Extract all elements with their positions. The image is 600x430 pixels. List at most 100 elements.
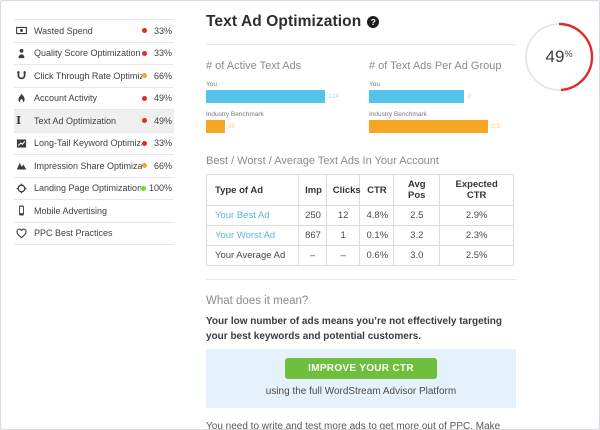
sidebar-item-impression-share-optimization[interactable]: Impression Share Optimization 66% <box>14 155 174 178</box>
ad-type-cell: Your Average Ad <box>205 245 300 266</box>
sidebar-item-long-tail-keyword-optimization[interactable]: Long-Tail Keyword Optimization 33% <box>14 133 174 155</box>
chart-bars: You 2 Industry Benchmark 2.5 <box>369 81 516 133</box>
table-header-cell: Avg Pos <box>393 174 441 206</box>
bar-category-label: Industry Benchmark <box>369 111 427 118</box>
table-cell: 2.9% <box>439 205 514 226</box>
title-divider <box>206 44 516 45</box>
text-icon: I <box>16 114 22 128</box>
sidebar-item-ppc-best-practices[interactable]: PPC Best Practices <box>14 223 174 245</box>
table-header-cell: Imp <box>298 174 327 206</box>
gauge-arc <box>524 22 594 92</box>
sidebar-item-label: Impression Share Optimization <box>34 160 142 171</box>
keyword-chart-icon <box>16 137 30 149</box>
table-cell: 3.2 <box>393 225 441 246</box>
sidebar-item-score: 33% <box>153 25 172 36</box>
bar-category-label: You <box>369 81 380 88</box>
table-cell: – <box>298 245 327 266</box>
sidebar-item-label: Mobile Advertising <box>34 205 108 216</box>
status-dot <box>142 50 147 56</box>
mountain-icon <box>16 160 30 172</box>
sidebar-item-label: Landing Page Optimization <box>34 183 141 194</box>
sidebar: Wasted Spend 33% Quality Score Optimizatio… <box>14 19 174 245</box>
sidebar-item-wasted-spend[interactable]: Wasted Spend 33% <box>14 20 174 43</box>
status-dot <box>142 140 147 146</box>
table-cell: 250 <box>298 205 327 226</box>
ads-comparison-table: Type of Ad Imp Clicks CTR Avg Pos Expected CT… <box>205 174 514 266</box>
chart-active-text-ads: # of Active Text Ads You 124 Industry Benc… <box>206 60 356 141</box>
sidebar-item-mobile-advertising[interactable]: Mobile Advertising <box>14 200 174 223</box>
sidebar-item-account-activity[interactable]: Account Activity 49% <box>14 88 174 110</box>
status-dot <box>142 95 147 101</box>
table-cell: 12 <box>325 205 361 226</box>
sidebar-item-landing-page-optimization[interactable]: Landing Page Optimization 100% <box>14 178 174 200</box>
gauge-ring <box>524 22 594 92</box>
table-header-cell: Type of Ad <box>205 174 300 206</box>
chart-ads-per-ad-group: # of Text Ads Per Ad Group You 2 Industry … <box>369 60 516 141</box>
chart-title: # of Active Text Ads <box>206 60 302 72</box>
status-dot <box>142 28 147 34</box>
sidebar-item-score: 49% <box>153 93 172 104</box>
table-cell: 0.6% <box>359 245 395 266</box>
charts-row: # of Active Text Ads You 124 Industry Benc… <box>206 60 516 141</box>
table-cell: 867 <box>298 225 327 246</box>
bar-you <box>206 90 325 103</box>
sidebar-item-label: Text Ad Optimization <box>34 115 117 126</box>
table-cell: – <box>325 245 361 266</box>
table-cell: 3.0 <box>393 245 441 266</box>
cta-caption: using the full WordStream Advisor Platfo… <box>265 386 457 397</box>
table-cell: 4.8% <box>359 205 395 226</box>
page-title: Text Ad Optimization <box>206 13 362 30</box>
gauge-number: 49 <box>545 47 565 66</box>
sidebar-item-label: Long-Tail Keyword Optimization <box>34 138 142 149</box>
sidebar-item-label: Account Activity <box>34 93 98 104</box>
table-cell: 1 <box>325 225 361 246</box>
table-cell: 2.5% <box>439 245 514 266</box>
bar-row: 2.5 <box>369 120 516 133</box>
flame-icon <box>16 92 30 104</box>
sidebar-item-label: Quality Score Optimization <box>34 48 141 59</box>
explanation-message: Your low number of ads means you’re not … <box>206 316 502 342</box>
sidebar-item-score: 66% <box>153 70 172 81</box>
help-icon[interactable]: ? <box>367 16 380 28</box>
status-dot <box>142 118 147 124</box>
cta-panel: IMPROVE YOUR CTR using the full WordStre… <box>206 349 516 408</box>
table-header-cell: Clicks <box>325 174 361 206</box>
table-row: Your Best Ad 250 12 4.8% 2.5 2.9% <box>205 205 514 226</box>
gauge-percent-sign: % <box>564 48 573 59</box>
sidebar-item-label: Wasted Spend <box>34 25 93 36</box>
sidebar-item-quality-score-optimization[interactable]: Quality Score Optimization 33% <box>14 43 174 65</box>
bar-value-label: 2 <box>467 93 471 100</box>
ad-type-cell[interactable]: Your Best Ad <box>205 205 300 226</box>
sidebar-item-score: 33% <box>153 48 172 59</box>
phone-icon <box>16 205 30 217</box>
bar-row: 20 <box>206 120 356 133</box>
table-row: Your Average Ad – –0.6% 3.0 2.5% <box>205 245 514 266</box>
bar-you <box>369 90 465 103</box>
bar-row: 124 <box>206 90 356 103</box>
table-title: Best / Worst / Average Text Ads In Your … <box>206 155 439 167</box>
bar-row: 2 <box>369 90 516 103</box>
sidebar-item-text-ad-optimization[interactable]: I Text Ad Optimization 49% <box>14 110 174 133</box>
improve-your-ctr-button[interactable]: IMPROVE YOUR CTR <box>285 358 437 379</box>
ad-type-cell[interactable]: Your Worst Ad <box>205 225 300 246</box>
table-cell: 2.5 <box>393 205 441 226</box>
chart-bars: You 124 Industry Benchmark 20 <box>206 81 356 133</box>
main-panel: Text Ad Optimization ? # of Active Text … <box>205 13 516 430</box>
advice-text: You need to write and test more ads to g… <box>206 421 501 430</box>
sidebar-item-label: PPC Best Practices <box>34 228 113 239</box>
chart-title: # of Text Ads Per Ad Group <box>369 60 502 72</box>
heart-icon <box>16 227 30 239</box>
what-does-it-mean-heading: What does it mean? <box>206 295 309 307</box>
person-icon <box>16 47 30 59</box>
sidebar-item-click-through-rate-optimization[interactable]: Click Through Rate Optimization 66% <box>14 65 174 88</box>
gear-icon <box>16 182 30 194</box>
sidebar-item-score: 100% <box>148 183 172 194</box>
table-cell: 0.1% <box>359 225 395 246</box>
title-row: Text Ad Optimization ? <box>206 13 516 31</box>
status-dot <box>142 163 147 169</box>
sidebar-item-label: Click Through Rate Optimization <box>34 70 142 81</box>
table-header-row: Type of Ad Imp Clicks CTR Avg Pos Expected CT… <box>205 174 514 206</box>
bar-value-label: 2.5 <box>491 123 501 130</box>
bar-value-label: 20 <box>228 123 236 130</box>
